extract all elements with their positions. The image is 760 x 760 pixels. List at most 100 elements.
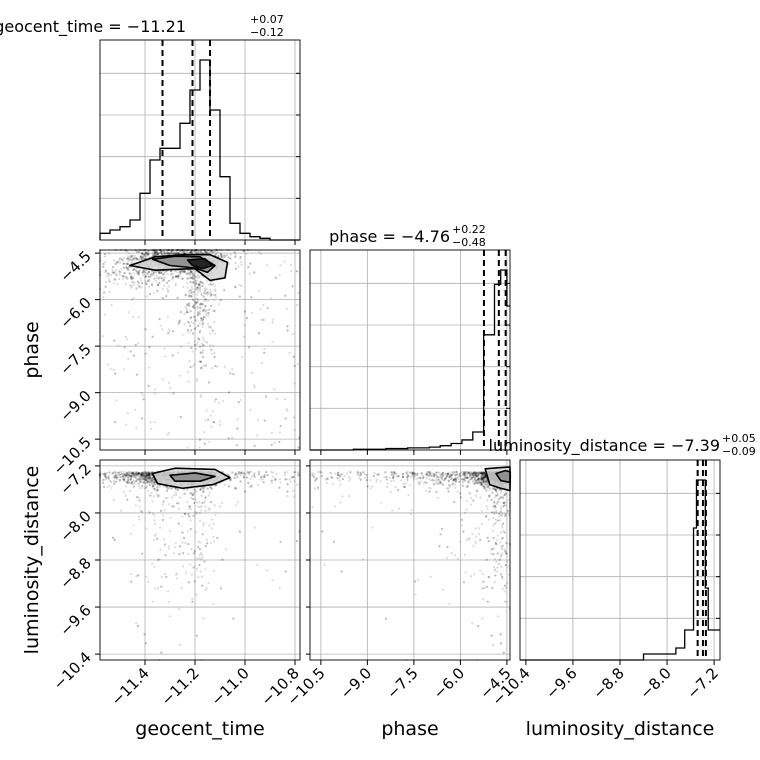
panels-layer: −10.5−9.0−7.5−6.0−4.5−11.4 −11.2 −11.0 −10.… <box>50 39 722 709</box>
sample-point <box>144 271 147 274</box>
sample-point <box>203 305 206 308</box>
sample-point <box>253 444 256 447</box>
sample-point <box>274 276 277 279</box>
sample-point <box>195 501 199 504</box>
sample-point <box>196 307 199 310</box>
sample-point <box>189 251 193 254</box>
sample-point <box>159 548 162 552</box>
sample-point <box>146 280 150 283</box>
sample-point <box>192 274 195 277</box>
sample-point <box>191 365 194 368</box>
sample-point <box>247 266 250 269</box>
sample-point <box>107 474 111 477</box>
sample-point <box>173 494 176 497</box>
sample-point <box>265 395 268 398</box>
sample-point <box>203 289 206 293</box>
sample-point <box>135 257 138 260</box>
sample-point <box>204 292 207 295</box>
sample-point <box>145 282 148 285</box>
sample-point <box>163 276 166 279</box>
sample-point <box>195 301 199 304</box>
sample-point <box>113 482 116 485</box>
sample-point <box>145 575 148 578</box>
sample-point <box>279 424 282 428</box>
sample-point <box>104 285 107 288</box>
sample-point <box>224 548 228 551</box>
sample-point <box>213 355 216 359</box>
sample-point <box>297 291 300 295</box>
sample-point <box>162 279 165 282</box>
sample-point <box>113 259 116 262</box>
sample-point <box>253 526 256 529</box>
sample-point <box>237 265 240 268</box>
sample-point <box>156 289 159 292</box>
sample-point <box>250 296 253 299</box>
sample-point <box>213 420 216 424</box>
sample-point <box>154 250 157 253</box>
sample-point <box>134 257 137 260</box>
sample-point <box>123 476 127 479</box>
sample-point <box>145 527 148 530</box>
sample-point <box>113 278 116 281</box>
sample-point <box>151 252 154 255</box>
sample-point <box>132 281 135 284</box>
sample-point <box>279 264 282 267</box>
sample-point <box>124 485 128 488</box>
sample-point <box>204 250 207 253</box>
sample-point <box>167 431 170 434</box>
sample-point <box>187 322 191 325</box>
sample-point <box>144 481 147 484</box>
sample-point <box>202 295 205 298</box>
sample-point <box>185 251 188 254</box>
sample-point <box>232 372 235 376</box>
sample-point <box>177 322 180 325</box>
sample-point <box>191 350 194 353</box>
sample-point <box>132 524 135 527</box>
sample-point <box>275 397 278 400</box>
sample-point <box>193 273 196 276</box>
sample-point <box>114 262 117 266</box>
sample-point <box>202 291 205 295</box>
sample-point <box>289 263 292 266</box>
sample-point <box>187 342 190 345</box>
sample-point <box>192 277 195 280</box>
sample-point <box>140 252 144 255</box>
sample-point <box>208 491 211 494</box>
sample-point <box>191 332 195 335</box>
panel-frame <box>99 39 301 241</box>
sample-point <box>127 252 130 255</box>
sample-point <box>137 515 141 518</box>
sample-point <box>148 285 151 289</box>
sample-point <box>208 283 211 286</box>
sample-point <box>213 285 217 288</box>
sample-point <box>182 271 185 274</box>
sample-point <box>195 297 198 300</box>
sample-point <box>201 356 205 359</box>
sample-point <box>199 570 202 573</box>
sample-point <box>154 253 157 256</box>
sample-point <box>209 332 212 335</box>
sample-point <box>208 292 211 295</box>
sample-point <box>145 295 148 298</box>
sample-point <box>186 286 189 289</box>
sample-point <box>124 335 127 338</box>
sample-point <box>199 305 202 309</box>
sample-point <box>202 315 205 319</box>
sample-point <box>126 263 129 266</box>
sample-point <box>210 527 213 530</box>
sample-point <box>116 282 119 286</box>
sample-point <box>138 250 141 253</box>
sample-point <box>133 256 136 259</box>
sample-point <box>145 275 148 278</box>
sample-point <box>146 489 150 493</box>
sample-point <box>157 252 160 255</box>
sample-point <box>293 428 296 431</box>
sample-point <box>205 312 209 315</box>
sample-point <box>136 251 139 254</box>
sample-point <box>250 475 254 478</box>
sample-point <box>107 272 110 275</box>
sample-point <box>193 327 196 331</box>
sample-point <box>189 563 192 566</box>
sample-point <box>132 354 136 357</box>
sample-point <box>151 335 154 338</box>
